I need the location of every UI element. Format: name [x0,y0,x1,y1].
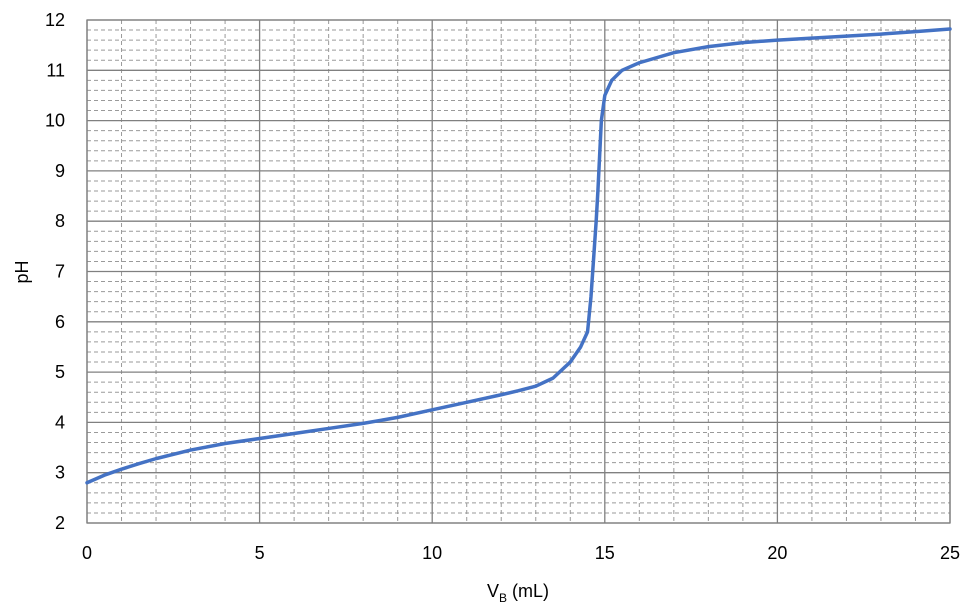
y-tick-label: 11 [46,60,65,80]
y-tick-label: 8 [55,211,65,231]
y-tick-label: 6 [55,312,65,332]
major-grid [86,19,951,524]
x-tick-label: 15 [595,543,615,563]
x-axis-title: VB (mL) [487,581,549,605]
plot-border [86,19,951,524]
x-tick-label: 25 [940,543,960,563]
x-axis-title-subscript: B [499,591,507,605]
y-tick-label: 3 [55,463,65,483]
x-axis-title-main: V [487,581,499,601]
y-tick-label: 12 [45,10,65,30]
x-tick-labels: 0 5 10 15 20 25 [82,543,960,563]
y-tick-label: 7 [55,262,65,282]
x-tick-label: 10 [422,543,442,563]
y-tick-labels: 2 3 4 5 6 7 8 9 10 11 12 [45,10,65,533]
x-tick-label: 0 [82,543,92,563]
y-tick-label: 10 [45,111,65,131]
y-tick-label: 2 [55,513,65,533]
x-tick-label: 5 [255,543,265,563]
titration-curve-line [85,27,952,485]
y-axis-title: pH [12,260,32,283]
x-axis-title-unit: (mL) [507,581,549,601]
y-tick-label: 4 [55,412,65,432]
data-series [85,27,952,485]
y-tick-label: 9 [55,161,65,181]
x-tick-label: 20 [767,543,787,563]
plot-area-border [86,19,951,524]
y-tick-label: 5 [55,362,65,382]
